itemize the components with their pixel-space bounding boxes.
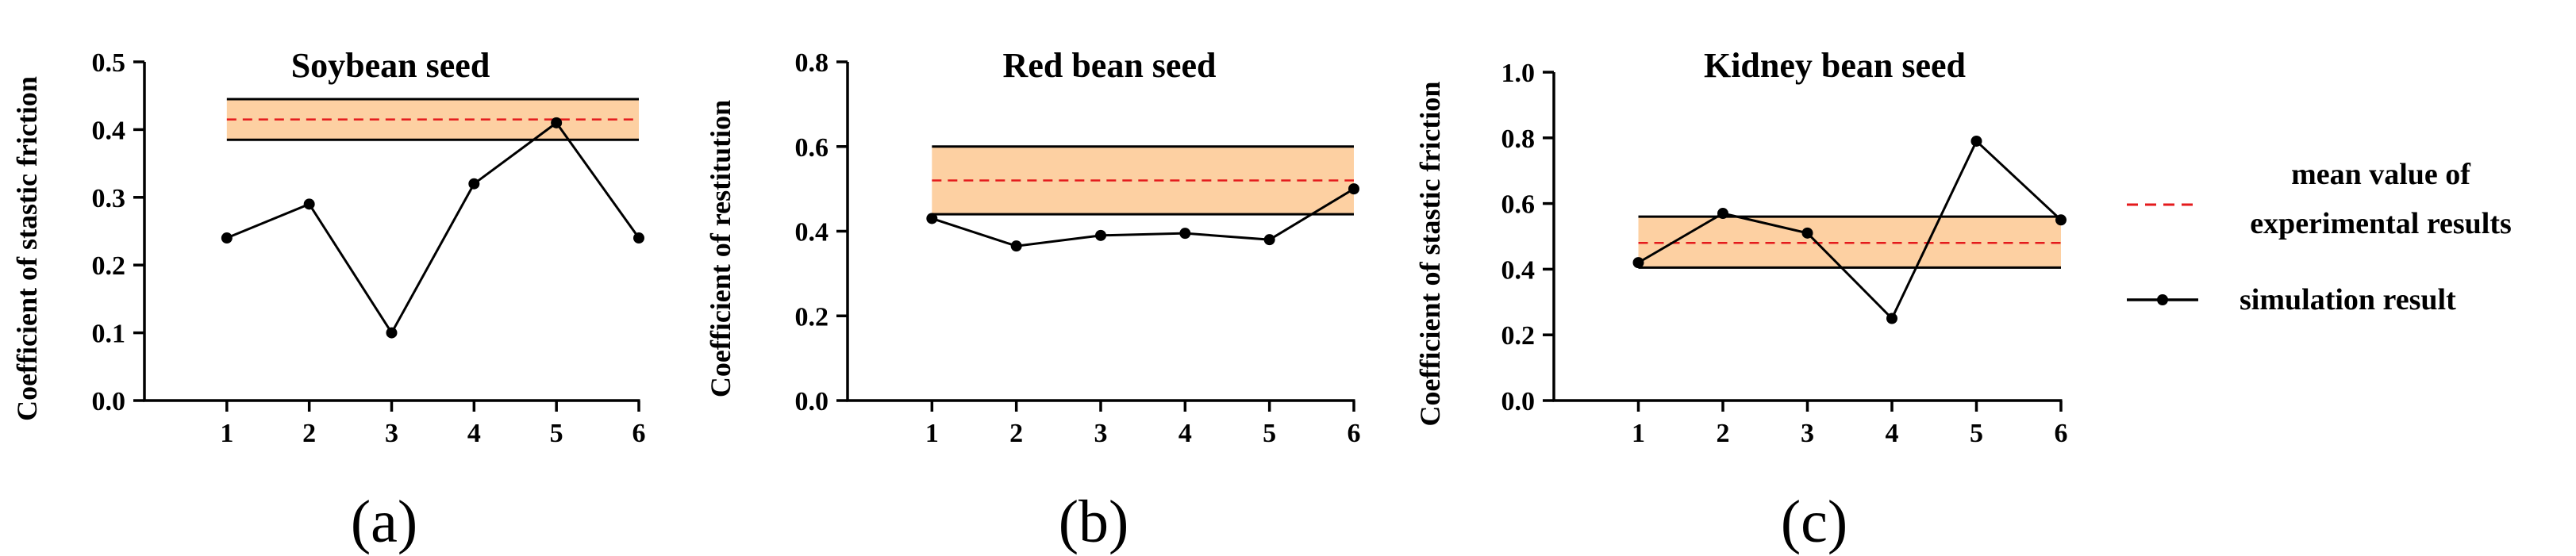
x-tick-label: 1 [220, 419, 233, 448]
simulation-point [1348, 183, 1359, 195]
x-tick-label: 4 [467, 419, 481, 448]
y-tick-label: 0.4 [1501, 255, 1536, 285]
legend-mean-label-line2: experimental results [2250, 207, 2512, 240]
y-tick-label: 0.8 [1501, 125, 1536, 154]
y-axis-title: Coefficient of stastic friction [1414, 82, 1446, 427]
y-tick-label: 0.2 [795, 302, 829, 332]
legend-simulation-label: simulation result [2240, 283, 2456, 316]
simulation-point [468, 178, 480, 190]
simulation-point [1801, 227, 1813, 239]
y-tick-label: 0.0 [1501, 387, 1536, 416]
simulation-point [1717, 208, 1728, 220]
x-tick-label: 3 [1801, 419, 1814, 448]
y-tick-label: 0.6 [1501, 190, 1536, 220]
x-tick-label: 3 [1094, 419, 1108, 448]
simulation-point [1970, 135, 1982, 147]
x-tick-label: 4 [1178, 419, 1192, 448]
simulation-series-line [1637, 139, 2063, 321]
x-tick-label: 4 [1886, 419, 1899, 448]
panel-label: (c) [1781, 489, 1847, 555]
x-tick-label: 5 [1263, 419, 1276, 448]
y-tick-label: 0.2 [1501, 321, 1536, 351]
simulation-point [633, 232, 644, 244]
x-tick-label: 6 [2055, 419, 2068, 448]
simulation-point [386, 327, 398, 339]
y-tick-label: 0.4 [92, 116, 126, 145]
x-tick-label: 5 [1970, 419, 1983, 448]
x-tick-label: 5 [550, 419, 563, 448]
x-tick-label: 6 [1348, 419, 1361, 448]
y-tick-label: 0.1 [92, 320, 126, 349]
chart-panel-3: 0.0 0.2 0.4 0.6 0.8 1.0 1 2 3 4 5 6 Kidney bean seed… [1414, 46, 2068, 555]
y-tick-label: 1.0 [1501, 59, 1536, 88]
panel-label: (b) [1059, 489, 1129, 555]
simulation-point [1095, 229, 1106, 241]
x-tick-label: 1 [1632, 419, 1645, 448]
y-tick-label: 0.2 [92, 251, 126, 281]
legend: mean value of experimental results simul… [2127, 158, 2512, 316]
chart-title: Soybean seed [291, 46, 490, 85]
y-tick-label: 0.5 [92, 48, 126, 78]
x-tick-label: 2 [1717, 419, 1730, 448]
y-tick-label: 0.0 [795, 387, 829, 416]
y-tick-label: 0.6 [795, 133, 829, 163]
simulation-series-line [931, 187, 1355, 247]
simulation-point [1179, 228, 1191, 240]
simulation-point [1886, 313, 1897, 324]
y-axis-title: Coefficient of restitution [705, 100, 736, 397]
simulation-point [551, 117, 563, 128]
chart-panel-1: 0.0 0.1 0.2 0.3 0.4 0.5 1 2 3 4 5 6 Soybean seed Coef… [11, 46, 646, 555]
simulation-point [2055, 214, 2067, 226]
simulation-point [1632, 257, 1644, 269]
x-tick-label: 6 [632, 419, 646, 448]
panel-label: (a) [351, 489, 417, 555]
legend-mean-label-line1: mean value of [2291, 158, 2471, 191]
x-tick-label: 3 [385, 419, 398, 448]
y-axis-title: Coefficient of stastic friction [11, 76, 43, 421]
y-tick-label: 0.3 [92, 184, 126, 213]
y-tick-label: 0.8 [795, 48, 829, 78]
simulation-point [303, 198, 315, 210]
chart-title: Red bean seed [1003, 46, 1217, 85]
legend-simulation-marker [2157, 294, 2168, 305]
y-tick-label: 0.0 [92, 387, 126, 416]
chart-title: Kidney bean seed [1704, 46, 1966, 85]
simulation-point [1263, 234, 1275, 246]
x-tick-label: 1 [925, 419, 939, 448]
simulation-series-line [226, 121, 640, 336]
x-tick-label: 2 [302, 419, 316, 448]
chart-panel-2: 0.0 0.2 0.4 0.6 0.8 1 2 3 4 5 6 Red bean seed Coeffi… [705, 46, 1361, 555]
simulation-point [926, 213, 938, 224]
simulation-point [221, 232, 233, 244]
y-tick-label: 0.4 [795, 218, 829, 247]
x-tick-label: 2 [1009, 419, 1023, 448]
simulation-point [1010, 240, 1022, 252]
